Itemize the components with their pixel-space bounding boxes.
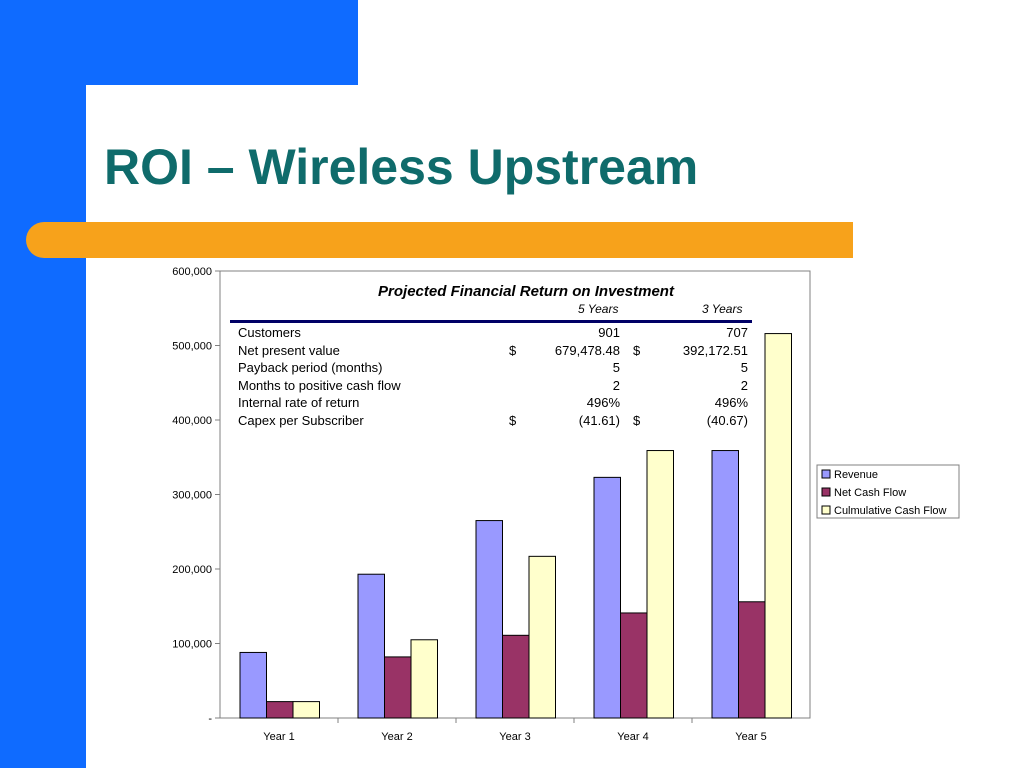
slide-title: ROI – Wireless Upstream (104, 139, 699, 195)
x-tick-label: Year 3 (499, 731, 530, 743)
orange-accent-bar (26, 222, 853, 258)
bar-revenue (711, 450, 739, 719)
legend: Revenue Net Cash Flow Culmulative Cash Flo… (816, 464, 960, 519)
bar-revenue (357, 573, 385, 719)
value-3-years: 707 (726, 325, 748, 340)
x-tick-label: Year 4 (617, 731, 648, 743)
header-rule (230, 320, 752, 323)
value-3-years: 5 (740, 360, 748, 376)
table-row: Customers 901 707 (230, 324, 752, 342)
table-row: Payback period (months) 5 5 (230, 359, 752, 377)
x-axis: Year 1 Year 2 Year 3 Year 4 Year 5 (263, 718, 767, 743)
table-body: Customers 901 707 Net present value $679,478… (230, 324, 752, 430)
x-tick-label: Year 5 (735, 731, 766, 743)
bar-culmulative-cash-flow (528, 555, 556, 719)
currency-3y: $ (633, 342, 641, 358)
row-label: Capex per Subscriber (238, 412, 364, 428)
value-3-years: (40.67) (706, 412, 748, 428)
bar-net-cash-flow (738, 601, 766, 719)
y-tick-label: 400,000 (172, 415, 212, 427)
legend-swatch (821, 487, 831, 497)
table-title: Projected Financial Return on Investment (378, 283, 674, 300)
bar-net-cash-flow (384, 656, 412, 719)
table-row: Net present value $679,478.48 $392,172.51 (230, 342, 752, 360)
row-label: Customers (238, 325, 301, 340)
y-tick-label: 100,000 (172, 639, 212, 651)
table-header-row: 5 Years 3 Years (230, 302, 752, 318)
left-blue-strip (0, 0, 86, 768)
x-tick-label: Year 1 (263, 731, 294, 743)
bar-culmulative-cash-flow (764, 333, 792, 719)
value-5-years: 901 (598, 325, 620, 340)
legend-swatch (821, 505, 831, 515)
legend-swatch (821, 469, 831, 479)
row-label: Payback period (months) (238, 360, 383, 376)
bar-revenue (593, 476, 621, 719)
bar-culmulative-cash-flow (646, 450, 674, 719)
legend-label: Net Cash Flow (834, 487, 906, 499)
y-tick-label: 600,000 (172, 266, 212, 278)
y-axis: - 100,000 200,000 300,000 400,000 500,000 600,… (172, 266, 220, 725)
currency-3y: $ (633, 412, 641, 428)
y-tick-label: 500,000 (172, 341, 212, 353)
legend-label: Revenue (834, 469, 878, 481)
bar-net-cash-flow (502, 634, 530, 719)
bar-net-cash-flow (620, 612, 648, 719)
row-label: Internal rate of return (238, 395, 360, 411)
value-3-years: 2 (740, 377, 748, 393)
legend-box (816, 464, 960, 519)
legend-label: Culmulative Cash Flow (834, 505, 947, 517)
value-3-years: 392,172.51 (682, 342, 748, 358)
bar-revenue (475, 520, 503, 719)
row-label: Net present value (238, 342, 340, 358)
bar-culmulative-cash-flow (292, 701, 320, 719)
bar-revenue (239, 651, 267, 719)
y-tick-label: 300,000 (172, 490, 212, 502)
y-tick-label: 200,000 (172, 564, 212, 576)
y-tick-label: - (208, 713, 212, 725)
table-row: Months to positive cash flow 2 2 (230, 377, 752, 395)
x-tick-label: Year 2 (381, 731, 412, 743)
header-5-years: 5 Years (578, 302, 619, 316)
bar-net-cash-flow (266, 701, 294, 719)
value-3-years: 496% (714, 395, 748, 411)
table-row: Capex per Subscriber $ (41.61) $ (40.67) (230, 412, 752, 430)
value-5-years: 5 (612, 360, 620, 376)
bar-series (239, 333, 792, 719)
value-5-years: 679,478.48 (554, 342, 620, 358)
value-5-years: 2 (612, 377, 620, 393)
table-row: Internal rate of return 496% 496% (230, 394, 752, 412)
bar-culmulative-cash-flow (410, 639, 438, 719)
roi-summary-table: Projected Financial Return on Investment… (230, 282, 752, 430)
currency-5y: $ (509, 412, 517, 428)
row-label: Months to positive cash flow (238, 377, 401, 393)
header-3-years: 3 Years (702, 302, 743, 316)
currency-5y: $ (509, 342, 517, 358)
value-5-years: (41.61) (578, 412, 620, 428)
value-5-years: 496% (586, 395, 620, 411)
